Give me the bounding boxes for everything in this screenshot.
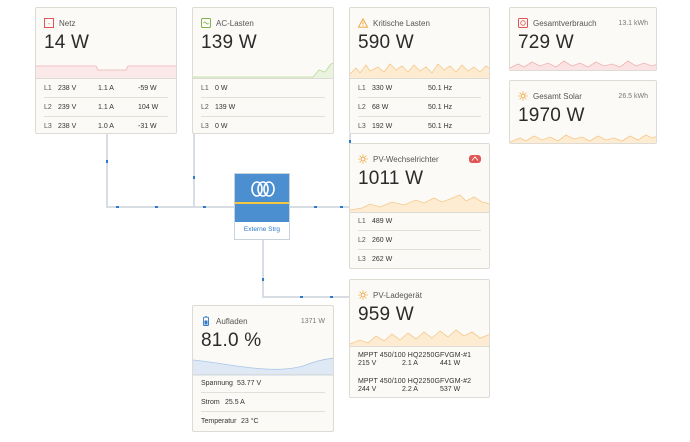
sun-icon <box>358 290 368 300</box>
daily-energy: 13.1 kWh <box>618 19 648 27</box>
gesamtverbrauch-card[interactable]: Gesamtverbrauch 13.1 kWh 729 W <box>509 7 657 71</box>
flow-dot <box>203 206 206 208</box>
ac-sparkline <box>193 62 333 78</box>
phase-row: L2 139 W <box>201 98 325 117</box>
phase-row: L1 330 W 50.1 Hz <box>358 79 481 98</box>
flow-dot <box>155 206 158 208</box>
wire-right-bus <box>289 206 351 208</box>
inverter-device[interactable]: Externe Strg <box>234 173 290 240</box>
phase-row: L3 192 W 50.1 Hz <box>358 123 453 130</box>
gesamt-solar-sparkline <box>510 134 656 143</box>
inverter-stripe <box>235 202 289 204</box>
pv-wechselrichter-card[interactable]: PV-Wechselrichter 1011 W L1 489 W L2 260 W… <box>349 143 490 269</box>
battery-temperature-row: Temperatur 23 °C <box>201 418 259 425</box>
gesamt-solar-power: 1970 W <box>518 105 585 126</box>
card-title: Netz <box>59 18 76 28</box>
pv-ladegeraet-card[interactable]: PV-Ladegerät 959 W MPPT 450/100 HQ2250GF… <box>349 279 490 398</box>
phase-row: L1 489 W <box>358 212 481 231</box>
phase-row: L2 260 W <box>358 231 481 250</box>
pv-wechselrichter-power: 1011 W <box>358 168 424 189</box>
flow-dot <box>349 140 351 143</box>
pv-wechselrichter-sparkline <box>350 194 489 212</box>
battery-sparkline <box>193 357 333 376</box>
wire-left-bus <box>106 206 236 208</box>
wire-ac-down <box>193 134 195 208</box>
card-title: Gesamtverbrauch <box>533 18 597 28</box>
alert-badge-icon <box>469 155 481 163</box>
warning-icon <box>358 18 368 28</box>
phase-row: L3 262 W <box>358 256 393 263</box>
phase-row: L3 238 V 1.0 A -31 W <box>44 123 157 130</box>
gesamt-solar-card[interactable]: Gesamt Solar 26.5 kWh 1970 W <box>509 80 657 144</box>
kritische-lasten-card[interactable]: Kritische Lasten 590 W L1 330 W 50.1 Hz L2… <box>349 7 490 134</box>
consumption-icon <box>518 18 528 28</box>
netz-total-power: 14 W <box>44 32 90 53</box>
kritische-total-power: 590 W <box>358 32 414 53</box>
battery-power: 1371 W <box>300 317 325 325</box>
netz-card[interactable]: ⌁ Netz 14 W L1 238 V 1.1 A -59 W L2 239 V 1.1… <box>35 7 177 134</box>
battery-icon <box>203 316 209 326</box>
card-title: Kritische Lasten <box>373 18 430 28</box>
ac-plug-icon <box>201 18 211 28</box>
ac-lasten-card[interactable]: AC-Lasten 139 W L1 0 W L2 139 W L3 0 W <box>192 7 334 134</box>
mppt-entry: MPPT 450/100 HQ2250GFVGM-#2 244 V 2.2 A 53… <box>358 378 472 393</box>
phase-row: L3 0 W <box>201 123 228 130</box>
battery-current-row: Strom 25.5 A <box>201 393 325 412</box>
battery-voltage-row: Spannung 53.77 V <box>201 374 325 393</box>
phase-row: L1 238 V 1.1 A -59 W <box>44 79 168 98</box>
wire-inverter-down <box>262 240 264 298</box>
flow-dot <box>340 206 343 208</box>
svg-text:⌁: ⌁ <box>48 21 51 26</box>
netz-sparkline <box>36 65 176 78</box>
flow-dot <box>262 278 264 281</box>
gesamtverbrauch-power: 729 W <box>518 32 574 53</box>
mppt-entry: MPPT 450/100 HQ2250GFVGM-#1 215 V 2.1 A 44… <box>358 352 472 367</box>
flow-dot <box>106 160 108 163</box>
card-title: AC-Lasten <box>216 18 254 28</box>
inverter-mode-label[interactable]: Externe Strg <box>243 226 281 233</box>
card-title: Gesamt Solar <box>533 91 582 101</box>
battery-soc: 81.0 % <box>201 330 262 351</box>
flow-dot <box>193 176 195 179</box>
flow-dot <box>314 206 317 208</box>
pv-ladegeraet-sparkline <box>350 329 489 346</box>
wire-netz-down <box>106 134 108 208</box>
flow-dot <box>300 296 303 298</box>
sun-icon <box>358 154 368 164</box>
wire-battery-link <box>262 296 351 298</box>
card-title: PV-Wechselrichter <box>373 154 439 164</box>
grid-icon: ⌁ <box>44 18 54 28</box>
phase-row: L2 239 V 1.1 A 104 W <box>44 98 168 117</box>
phase-row: L1 0 W <box>201 79 325 98</box>
sun-icon <box>518 91 528 101</box>
card-title: Aufladen <box>216 316 248 326</box>
inverter-logo-icon <box>251 181 275 197</box>
gesamtverbrauch-sparkline <box>510 60 656 70</box>
kritische-sparkline <box>350 63 489 78</box>
flow-dot <box>330 296 333 298</box>
flow-dot <box>116 206 119 208</box>
card-title: PV-Ladegerät <box>373 290 422 300</box>
ac-total-power: 139 W <box>201 32 257 53</box>
battery-card[interactable]: Aufladen 1371 W 81.0 % Spannung 53.77 V S… <box>192 305 334 432</box>
phase-row: L2 68 W 50.1 Hz <box>358 98 481 117</box>
daily-energy: 26.5 kWh <box>618 92 648 100</box>
pv-ladegeraet-power: 959 W <box>358 304 414 325</box>
